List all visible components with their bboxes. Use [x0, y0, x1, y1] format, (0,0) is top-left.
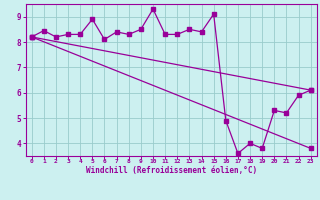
- X-axis label: Windchill (Refroidissement éolien,°C): Windchill (Refroidissement éolien,°C): [86, 166, 257, 175]
